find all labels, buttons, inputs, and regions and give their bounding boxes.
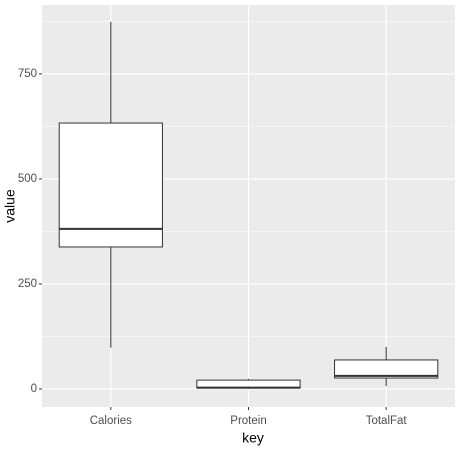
x-axis-title: key [242, 430, 264, 446]
y-tick-label: 250 [18, 278, 37, 290]
x-tick-label: Calories [90, 415, 132, 427]
y-tick-label: 500 [18, 173, 37, 185]
x-tick-label: TotalFat [366, 415, 408, 427]
box [58, 122, 163, 248]
y-axis-title: value [2, 189, 18, 223]
x-tick-label: Protein [230, 415, 266, 427]
box [334, 359, 439, 379]
y-tick-label: 750 [18, 68, 37, 80]
y-tick-label: 0 [31, 383, 37, 395]
